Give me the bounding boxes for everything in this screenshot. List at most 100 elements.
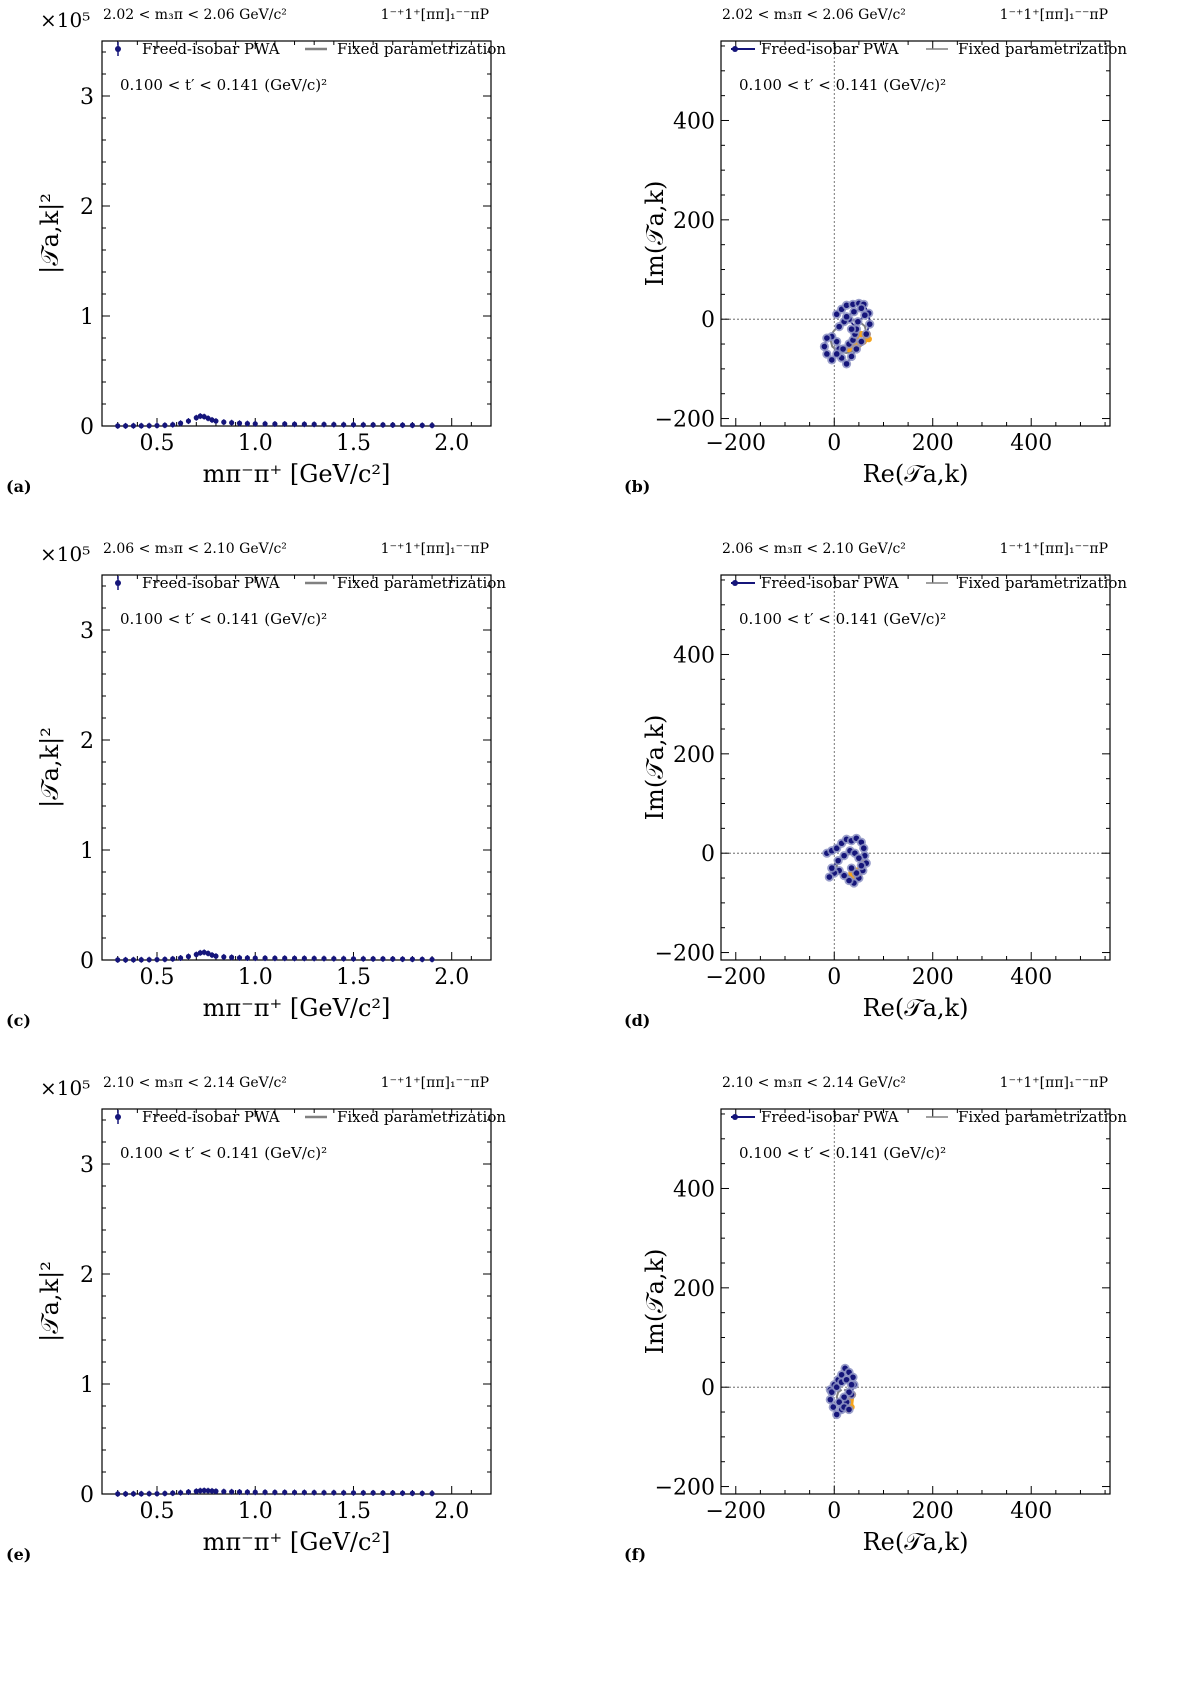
data-point xyxy=(830,1404,837,1410)
data-point xyxy=(341,1490,347,1496)
legend-label-model: Fixed parametrization xyxy=(958,574,1127,592)
data-point xyxy=(229,954,235,960)
data-point xyxy=(380,1490,386,1496)
data-point xyxy=(853,346,860,352)
legend-label-model: Fixed parametrization xyxy=(958,40,1127,58)
y-tick-label: 2 xyxy=(80,1263,94,1288)
x-axis-label: mπ⁻π⁺ [GeV/c²] xyxy=(203,460,391,488)
data-point xyxy=(856,855,862,861)
plot-frame xyxy=(720,40,1111,427)
y-tick-label: 1 xyxy=(80,305,94,330)
legend-label-pwa: Freed-isobar PWA xyxy=(142,574,280,592)
panel-label: (e) xyxy=(6,1545,31,1564)
header-wave-name: 1⁻⁺1⁺[ππ]₁⁻⁻πP xyxy=(1000,7,1108,23)
x-tick-label: 2.0 xyxy=(434,431,469,456)
data-point xyxy=(321,421,327,428)
data-point xyxy=(419,956,425,962)
y-scale-multiplier: ×10⁵ xyxy=(40,1076,90,1100)
legend: Freed-isobar PWA Fixed parametrization xyxy=(731,574,1127,592)
intensity-panel-e: 0 1 2 3 0.5 1.0 1.5 2.0 2.10 < m₃π < 2.14 GeV/c²… xyxy=(6,1075,506,1564)
panel-label: (c) xyxy=(6,1011,31,1030)
data-point xyxy=(221,1488,227,1495)
data-point xyxy=(429,956,435,963)
y-tick-label: −200 xyxy=(655,408,715,433)
data-point xyxy=(282,421,288,427)
y-scale-multiplier: ×10⁵ xyxy=(40,8,90,32)
data-point xyxy=(331,956,337,962)
data-point xyxy=(858,839,865,846)
x-tick-label: −200 xyxy=(706,431,766,456)
data-point xyxy=(380,956,386,962)
data-point xyxy=(209,1488,215,1494)
data-point xyxy=(846,1406,852,1413)
legend-label-pwa: Freed-isobar PWA xyxy=(142,40,280,58)
header-mass-bin: 2.10 < m₃π < 2.14 GeV/c² xyxy=(722,1075,906,1091)
y-axis-label: |𝒯a,k|² xyxy=(36,727,65,808)
data-point xyxy=(390,1490,396,1496)
data-point xyxy=(824,351,830,357)
y-tick-label: 0 xyxy=(80,949,94,974)
data-point xyxy=(360,956,366,962)
plot-frame xyxy=(101,1108,492,1495)
data-point xyxy=(291,955,298,961)
data-point xyxy=(252,421,258,427)
data-point xyxy=(122,957,129,963)
data-point xyxy=(331,1490,337,1496)
data-point xyxy=(262,421,268,427)
argand-panel-f: −200 0 200 400 −200 0 200 400 2.10 < m₃π < 2.14 … xyxy=(624,1075,1127,1564)
y-tick-label: 3 xyxy=(80,1153,94,1178)
x-tick-label: 200 xyxy=(912,1499,954,1524)
data-point xyxy=(185,953,192,960)
data-point xyxy=(205,1488,211,1494)
tprime-range: 0.100 < t′ < 0.141 (GeV/c)² xyxy=(739,1144,946,1162)
data-point xyxy=(860,845,867,852)
y-axis-label: Im(𝒯a,k) xyxy=(641,715,669,821)
data-point xyxy=(162,956,168,962)
data-point xyxy=(828,357,835,363)
data-point xyxy=(836,323,842,330)
legend-marker-point xyxy=(732,580,738,586)
data-point xyxy=(858,862,865,869)
data-point xyxy=(855,318,861,325)
tprime-range: 0.100 < t′ < 0.141 (GeV/c)² xyxy=(120,610,327,628)
y-scale-multiplier: ×10⁵ xyxy=(40,542,90,566)
data-point xyxy=(399,1490,406,1496)
x-axis-label: Re(𝒯a,k) xyxy=(863,460,969,488)
plot-frame xyxy=(101,40,492,427)
data-point xyxy=(236,420,243,426)
data-point xyxy=(827,1396,834,1403)
data-point xyxy=(851,308,857,315)
data-point xyxy=(291,421,298,427)
data-point xyxy=(828,865,835,871)
data-point xyxy=(841,1394,847,1400)
data-point xyxy=(236,1489,243,1495)
legend-label-pwa: Freed-isobar PWA xyxy=(761,1108,899,1126)
data-point xyxy=(130,423,137,429)
data-point xyxy=(409,422,416,428)
data-point xyxy=(154,422,160,429)
data-point xyxy=(252,1489,258,1495)
data-point xyxy=(130,1491,137,1497)
data-point xyxy=(177,420,184,426)
data-point xyxy=(341,956,347,962)
legend: Freed-isobar PWA Fixed parametrization xyxy=(731,40,1127,58)
data-point xyxy=(185,418,192,424)
data-point xyxy=(138,423,144,429)
legend-label-model: Fixed parametrization xyxy=(337,1108,506,1126)
data-point xyxy=(350,1490,357,1496)
data-point xyxy=(193,951,199,958)
data-point xyxy=(193,415,199,421)
data-point xyxy=(826,874,833,880)
data-point xyxy=(370,1490,376,1496)
data-point xyxy=(341,422,347,428)
tprime-range: 0.100 < t′ < 0.141 (GeV/c)² xyxy=(120,76,327,94)
data-point xyxy=(115,1491,121,1497)
data-point xyxy=(201,949,207,955)
data-point xyxy=(197,950,203,956)
x-tick-label: 2.0 xyxy=(434,1499,469,1524)
data-point xyxy=(115,957,121,963)
data-point xyxy=(838,1371,845,1378)
legend: Freed-isobar PWA Fixed parametrization xyxy=(115,1108,506,1126)
data-point xyxy=(193,1488,199,1494)
data-point xyxy=(138,957,144,963)
